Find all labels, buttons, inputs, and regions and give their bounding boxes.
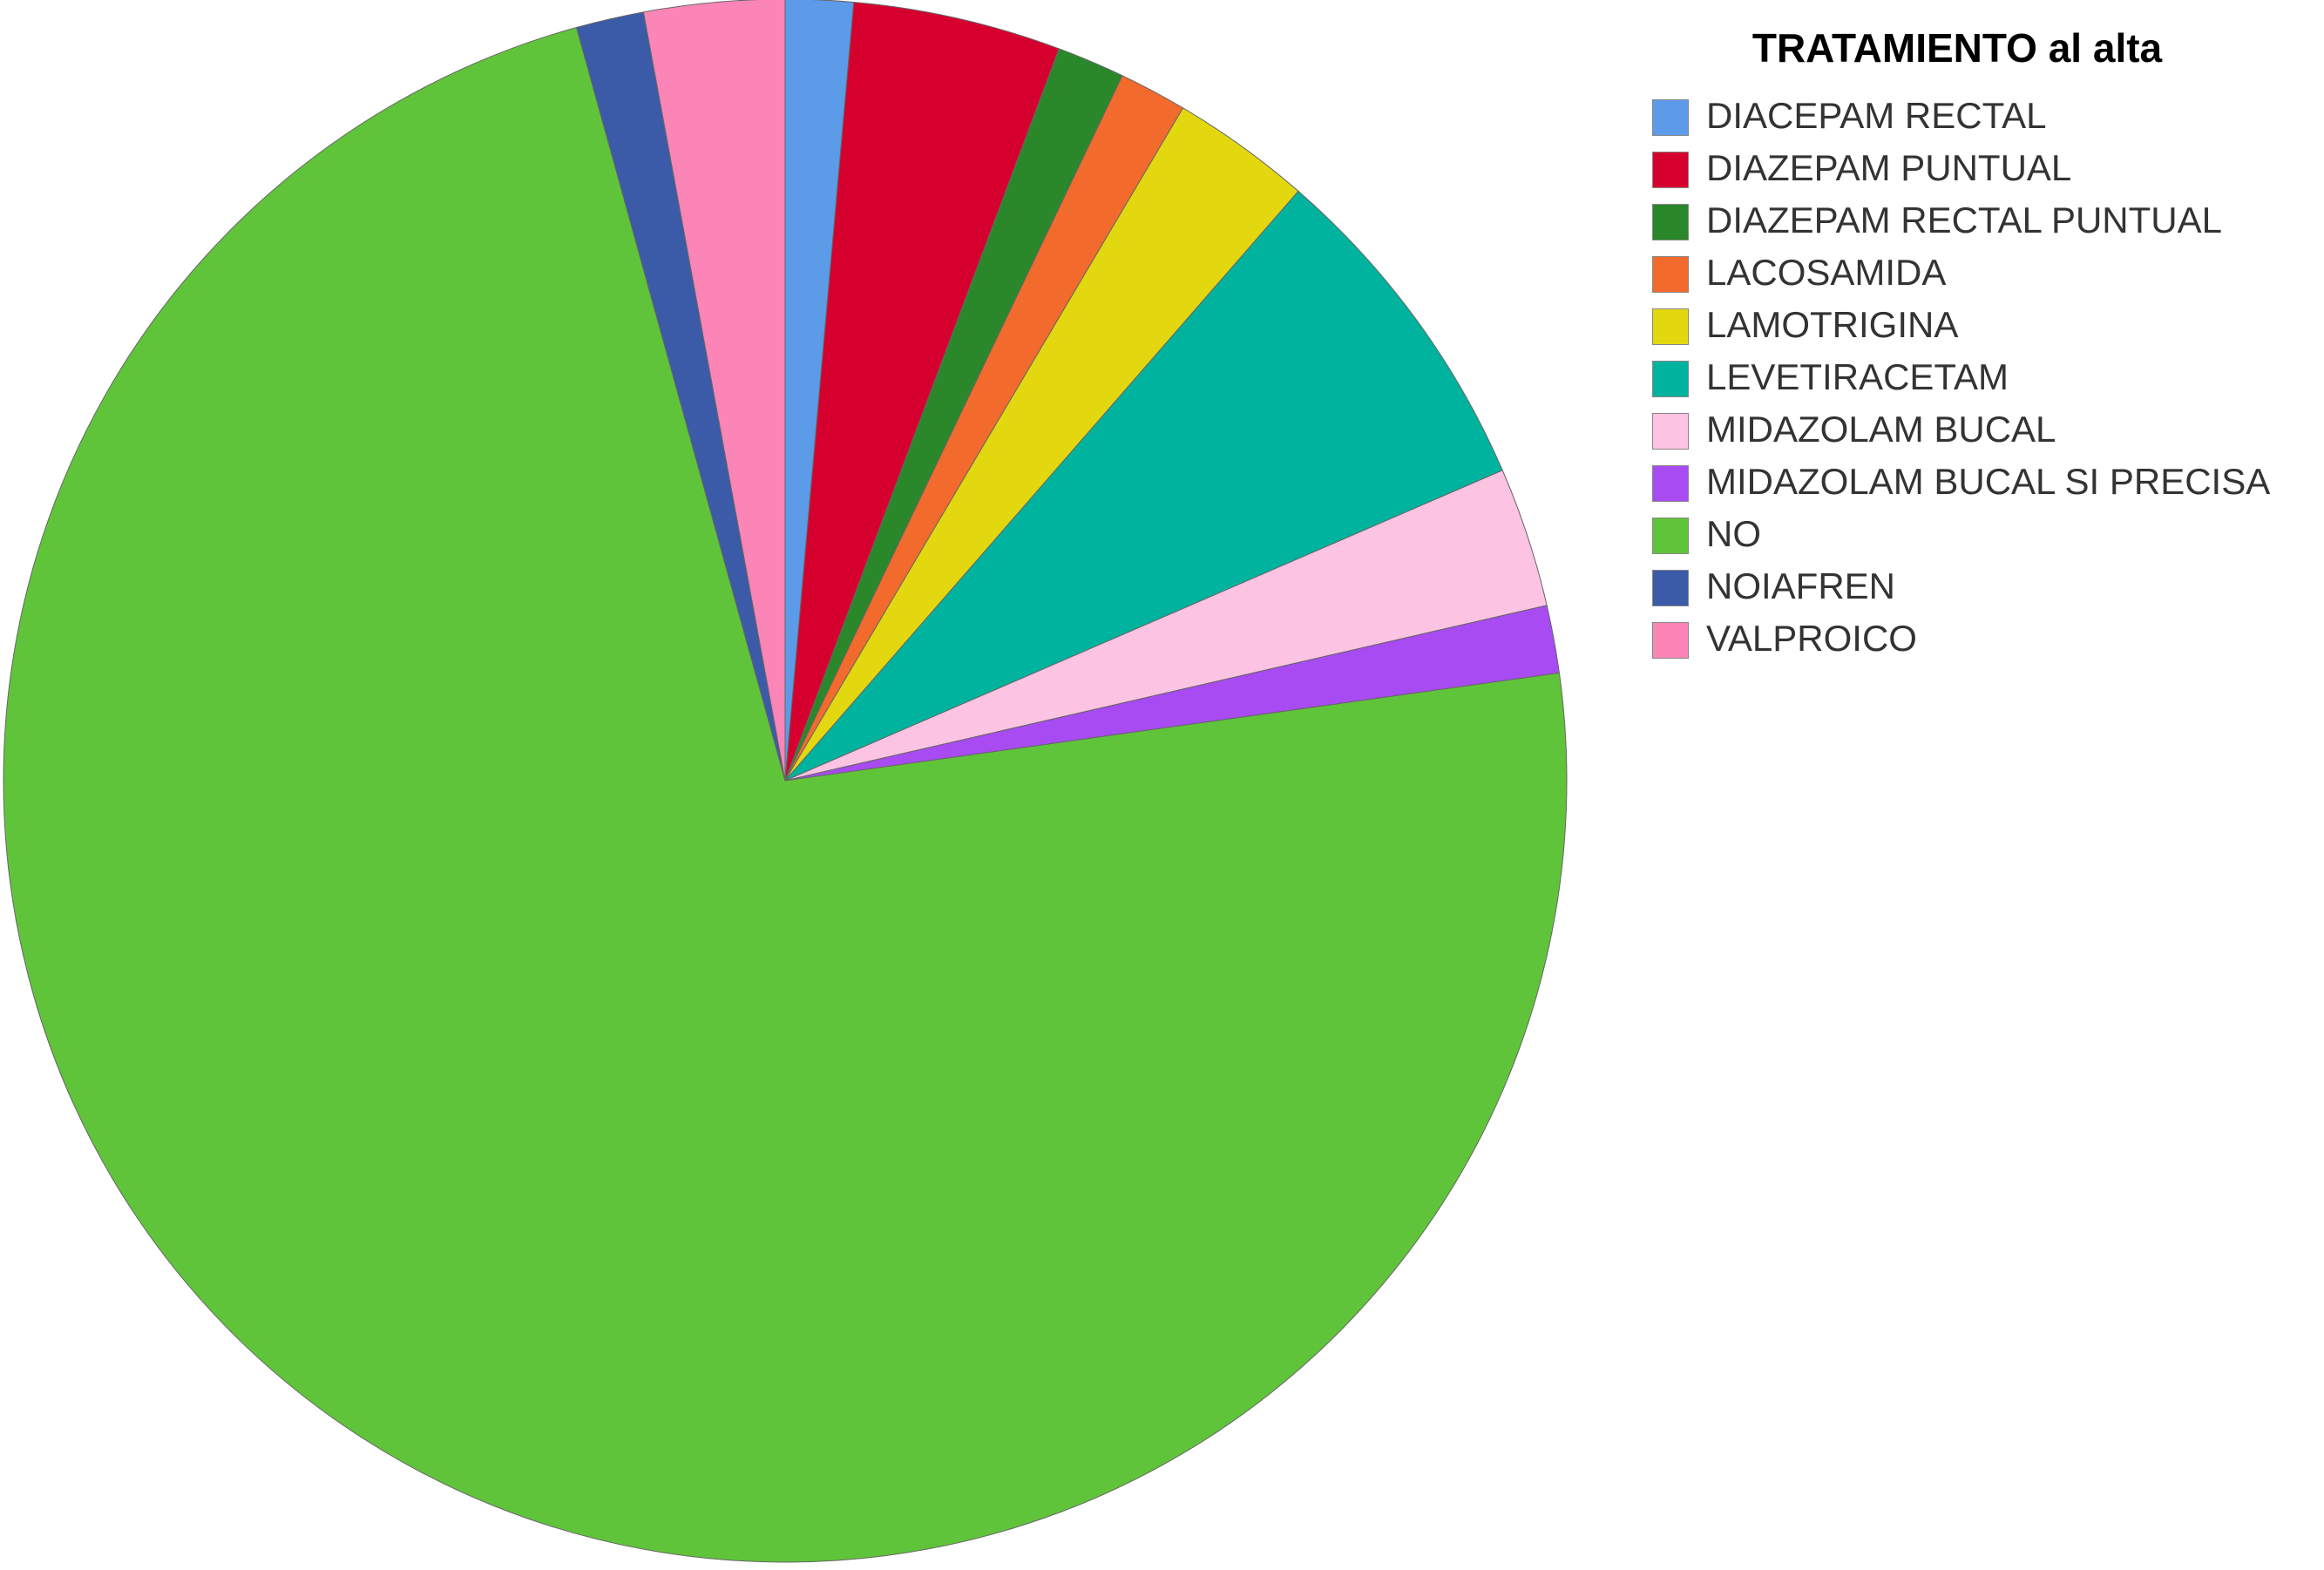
legend-item: VALPROICO — [1652, 619, 2314, 659]
legend-label: NO — [1706, 513, 1761, 554]
legend-item: NO — [1652, 514, 2314, 554]
legend-swatch — [1652, 256, 1689, 293]
pie-slice — [784, 190, 1503, 782]
legend: TRATAMIENTO al alta DIACEPAM RECTAL DIAZE… — [1652, 24, 2314, 671]
legend-swatch — [1652, 361, 1689, 397]
legend-label: MIDAZOLAM BUCAL SI PRECISA — [1706, 461, 2271, 502]
legend-swatch — [1652, 413, 1689, 450]
legend-item: MIDAZOLAM BUCAL SI PRECISA — [1652, 462, 2314, 502]
legend-label: LEVETIRACETAM — [1706, 356, 2009, 397]
legend-title: TRATAMIENTO al alta — [1751, 25, 2163, 71]
pie-slice — [642, 0, 786, 782]
chart — [3, 0, 1568, 1563]
legend-item: MIDAZOLAM BUCAL — [1652, 409, 2314, 450]
legend-swatch — [1652, 152, 1689, 188]
legend-label: VALPROICO — [1706, 618, 1917, 659]
legend-item: DIAZEPAM RECTAL PUNTUAL — [1652, 200, 2314, 240]
legend-item: LAMOTRIGINA — [1652, 305, 2314, 345]
legend-swatch — [1652, 465, 1689, 502]
legend-item: DIAZEPAM PUNTUAL — [1652, 148, 2314, 188]
legend-label: LACOSAMIDA — [1706, 252, 1947, 293]
legend-swatch — [1652, 622, 1689, 659]
legend-swatch — [1652, 204, 1689, 240]
legend-swatch — [1652, 308, 1689, 345]
legend-swatch — [1652, 99, 1689, 136]
legend-item: LEVETIRACETAM — [1652, 357, 2314, 397]
legend-label: DIAZEPAM PUNTUAL — [1706, 147, 2072, 188]
legend-label: NOIAFREN — [1706, 565, 1896, 606]
legend-label: DIACEPAM RECTAL — [1706, 95, 2047, 136]
legend-swatch — [1652, 570, 1689, 606]
legend-label: DIAZEPAM RECTAL PUNTUAL — [1706, 200, 2222, 240]
pie-slice — [784, 1, 1060, 782]
legend-item: LACOSAMIDA — [1652, 253, 2314, 293]
legend-label: MIDAZOLAM BUCAL — [1706, 409, 2056, 450]
legend-swatch — [1652, 518, 1689, 554]
pie-slice — [3, 26, 1568, 1563]
legend-label: LAMOTRIGINA — [1706, 304, 1959, 345]
legend-item: DIACEPAM RECTAL — [1652, 96, 2314, 136]
legend-item: NOIAFREN — [1652, 566, 2314, 606]
